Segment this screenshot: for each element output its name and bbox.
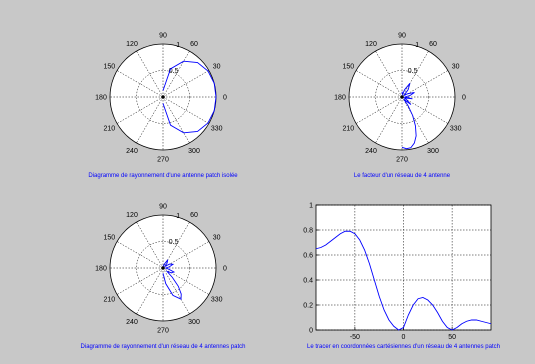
polar-angle-tick-label: 240	[365, 148, 377, 155]
polar-plot-2: 0 30 60 90 120 150 180 210 240 270 300 330 0.5 1 Le fa…	[334, 33, 466, 180]
cartesian-plot: -50 0 50 0 0.2 0.4 0.6 0.8 1 Le tracer en coordon…	[303, 203, 500, 351]
polar-angle-tick-label: 180	[95, 266, 107, 273]
x-tick-label: -50	[350, 334, 360, 341]
polar-angle-tick-label: 270	[157, 328, 169, 335]
polar-angle-tick-label: 120	[126, 41, 138, 48]
polar-angle-tick-label: 30	[213, 235, 221, 242]
polar-center-dot	[161, 95, 165, 99]
polar-series-line	[162, 259, 182, 300]
polar-angle-tick-label: 240	[126, 319, 138, 326]
polar-angle-tick-label: 0	[223, 266, 227, 273]
polar-angle-tick-label: 330	[211, 297, 223, 304]
polar-angle-tick-label: 210	[103, 126, 115, 133]
plot-frame	[315, 204, 492, 331]
y-tick-label: 0.2	[303, 303, 313, 310]
polar-angle-tick-label: 120	[126, 212, 138, 219]
polar-center-dot	[400, 95, 404, 99]
y-tick-label: 0.8	[303, 228, 313, 235]
y-tick-label: 0	[309, 328, 313, 335]
polar-angle-tick-label: 30	[213, 64, 221, 71]
polar-angle-tick-label: 120	[365, 41, 377, 48]
polar-angle-tick-label: 90	[398, 33, 406, 40]
polar-grid-circle	[375, 70, 429, 124]
polar-radius-tick-label: 1	[176, 213, 180, 220]
polar-angle-tick-label: 210	[103, 297, 115, 304]
y-tick-label: 0.4	[303, 278, 313, 285]
polar-caption: Le facteur d'un réseau de 4 antenne	[354, 173, 451, 179]
polar-angle-tick-label: 300	[188, 148, 200, 155]
polar-series-line	[162, 60, 217, 134]
polar-center-dot	[161, 266, 165, 270]
y-tick-label: 0.6	[303, 253, 313, 260]
polar-angle-tick-label: 0	[223, 95, 227, 102]
polar-radius-tick-label: 1	[415, 42, 419, 49]
polar-angle-tick-label: 240	[126, 148, 138, 155]
polar-angle-tick-label: 90	[159, 204, 167, 211]
polar-caption: Diagramme de rayonnement d'une antenne p…	[88, 173, 238, 179]
polar-radius-tick-label: 0.5	[169, 239, 179, 246]
polar-angle-tick-label: 300	[427, 148, 439, 155]
polar-series-line	[401, 82, 417, 150]
polar-angle-tick-label: 210	[342, 126, 354, 133]
polar-angle-tick-label: 300	[188, 319, 200, 326]
x-tick-label: 0	[402, 334, 406, 341]
polar-angle-tick-label: 60	[429, 41, 437, 48]
polar-angle-tick-label: 330	[211, 126, 223, 133]
polar-angle-tick-label: 330	[450, 126, 462, 133]
polar-radius-tick-label: 1	[176, 42, 180, 49]
polar-plot-1: 0 30 60 90 120 150 180 210 240 270 300 330 0.5 1 Diagr…	[88, 33, 238, 180]
polar-angle-tick-label: 60	[190, 212, 198, 219]
series-line	[315, 230, 492, 331]
polar-angle-tick-label: 150	[342, 64, 354, 71]
plot-area	[316, 205, 491, 330]
polar-plot-3: 0 30 60 90 120 150 180 210 240 270 300 330 0.5 1 Diagr…	[81, 204, 246, 351]
polar-angle-tick-label: 180	[95, 95, 107, 102]
polar-angle-tick-label: 0	[462, 95, 466, 102]
polar-angle-tick-label: 150	[103, 235, 115, 242]
polar-angle-tick-label: 150	[103, 64, 115, 71]
polar-grid-circle	[136, 241, 190, 295]
y-tick-label: 1	[309, 203, 313, 210]
polar-angle-tick-label: 180	[334, 95, 346, 102]
polar-radius-tick-label: 0.5	[169, 68, 179, 75]
polar-angle-tick-label: 30	[452, 64, 460, 71]
polar-angle-tick-label: 60	[190, 41, 198, 48]
polar-angle-tick-label: 270	[157, 157, 169, 164]
x-tick-label: 50	[448, 334, 456, 341]
polar-grid-circle	[136, 70, 190, 124]
polar-caption: Diagramme de rayonnement d'un réseau de …	[81, 344, 246, 350]
cartesian-caption: Le tracer en coordonnées cartésiennes d'…	[307, 344, 500, 350]
polar-radius-tick-label: 0.5	[408, 68, 418, 75]
polar-angle-tick-label: 270	[396, 157, 408, 164]
polar-angle-tick-label: 90	[159, 33, 167, 40]
